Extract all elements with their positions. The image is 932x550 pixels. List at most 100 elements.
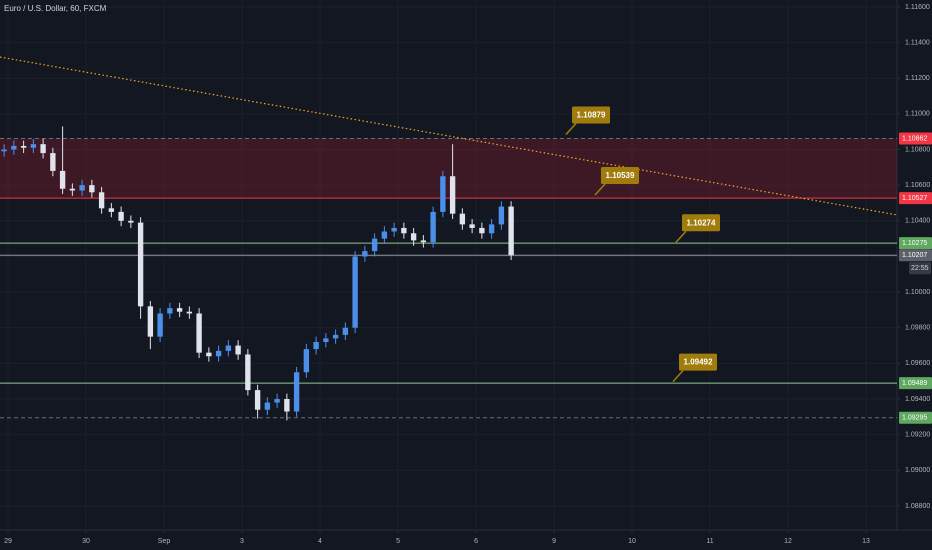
x-tick-label: 29 xyxy=(4,538,12,545)
price-label-bg xyxy=(899,132,932,145)
price-label-bg xyxy=(899,192,932,205)
candle-body xyxy=(235,345,241,355)
grid xyxy=(0,0,897,530)
candle-body xyxy=(440,176,446,212)
callout-leader xyxy=(565,122,577,135)
candle-body xyxy=(303,349,310,373)
candle-body xyxy=(245,354,251,391)
price-label: 1.10862 xyxy=(902,135,927,142)
x-tick-label: 11 xyxy=(706,538,713,545)
candle-body xyxy=(1,149,7,152)
candle-body xyxy=(225,345,232,351)
candle-body xyxy=(89,185,95,193)
chart-title: Euro / U.S. Dollar, 60, FXCM xyxy=(4,4,107,13)
candle-body xyxy=(479,227,485,234)
candle-body xyxy=(186,311,193,314)
candle-body xyxy=(20,145,27,148)
y-tick-label: 1.09000 xyxy=(905,467,930,474)
y-tick-label: 1.11600 xyxy=(905,4,930,11)
candle-body xyxy=(488,224,495,234)
price-label: 1.10207 xyxy=(902,252,927,259)
countdown: 22:55 xyxy=(911,265,929,272)
callout-box xyxy=(601,167,639,185)
candle-body xyxy=(98,192,105,209)
candle-body xyxy=(206,352,212,357)
price-label: 1.10275 xyxy=(902,240,927,247)
candle-body xyxy=(313,341,319,350)
candle-body xyxy=(391,227,397,232)
price-label-bg xyxy=(899,377,932,390)
y-tick-label: 1.09200 xyxy=(905,432,930,439)
candle-body xyxy=(323,338,329,342)
candle-body xyxy=(30,144,37,148)
y-tick-label: 1.09800 xyxy=(905,325,930,332)
y-tick-label: 1.11000 xyxy=(905,111,930,118)
candle-body xyxy=(430,211,436,243)
candle-body xyxy=(410,233,417,241)
y-tick-label: 1.10800 xyxy=(905,146,930,153)
candle-body xyxy=(196,313,202,353)
y-tick-label: 1.10600 xyxy=(905,182,930,189)
candle-body xyxy=(176,308,183,312)
candle-body xyxy=(459,213,466,225)
x-tick-label: 5 xyxy=(396,538,400,545)
candle-body xyxy=(401,227,407,234)
price-label: 1.09295 xyxy=(902,415,927,422)
y-tick-label: 1.11200 xyxy=(905,75,930,82)
candle-body xyxy=(284,399,290,412)
candle-body xyxy=(508,206,514,256)
candle-body xyxy=(420,240,427,243)
candle-body xyxy=(108,208,115,212)
candle-body xyxy=(167,308,173,314)
candle-body xyxy=(147,306,154,337)
candle-body xyxy=(11,145,17,150)
callout-leader xyxy=(675,230,687,243)
x-tick-label: 4 xyxy=(318,538,322,545)
candle-body xyxy=(215,350,222,357)
price-label: 1.10527 xyxy=(902,195,927,202)
candle-body xyxy=(293,372,300,412)
x-tick-label: 13 xyxy=(862,538,870,545)
callout-label: 1.10879 xyxy=(577,111,606,120)
x-tick-label: 6 xyxy=(474,538,478,545)
callout-box xyxy=(572,106,610,124)
x-tick-label: 10 xyxy=(628,538,636,545)
candle-body xyxy=(264,402,271,410)
candle-body xyxy=(118,211,124,221)
candle-body xyxy=(128,220,134,223)
candle-body xyxy=(50,153,56,171)
candle-body xyxy=(79,185,85,191)
candle-body xyxy=(342,327,349,335)
candle-body xyxy=(59,170,66,189)
y-tick-label: 1.10000 xyxy=(905,289,930,296)
candle-body xyxy=(157,313,163,337)
candle-body xyxy=(274,399,280,403)
candle-body xyxy=(137,222,144,307)
candle-body xyxy=(352,256,358,328)
callout-label: 1.09492 xyxy=(684,358,713,367)
y-tick-label: 1.11400 xyxy=(905,39,930,46)
candle-body xyxy=(332,334,339,339)
candle-body xyxy=(381,231,388,239)
x-tick-label: 30 xyxy=(82,538,90,545)
candle-body xyxy=(40,144,46,154)
candle-body xyxy=(449,176,456,214)
candle-body xyxy=(254,390,261,410)
candle-body xyxy=(371,238,378,252)
callout-box xyxy=(682,214,720,232)
callout-leader xyxy=(594,183,606,196)
y-tick-label: 1.09400 xyxy=(905,396,930,403)
candle-body xyxy=(469,224,475,228)
y-tick-label: 1.10400 xyxy=(905,218,930,225)
x-tick-label: Sep xyxy=(158,538,171,545)
candle-body xyxy=(69,188,76,191)
price-label: 1.09489 xyxy=(902,380,927,387)
axes: 1.11600 1.11400 1.11200 1.11000 1.10800 1.106… xyxy=(4,4,932,545)
x-tick-label: 12 xyxy=(784,538,792,545)
callout-label: 1.10274 xyxy=(687,218,716,227)
y-tick-label: 1.09600 xyxy=(905,360,930,367)
price-label-bg xyxy=(899,237,932,250)
candle-body xyxy=(498,206,505,225)
